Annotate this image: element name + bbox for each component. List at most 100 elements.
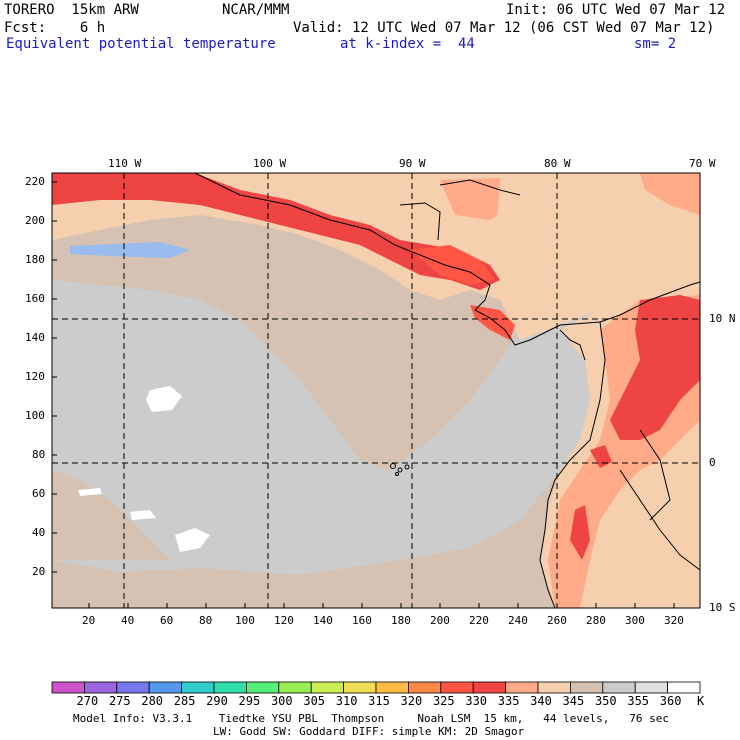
colorbar-label: 310 (335, 694, 358, 708)
x-tick-80: 80 (199, 614, 213, 627)
colorbar-swatch (245, 681, 280, 694)
colorbar-swatch (310, 681, 345, 694)
colorbar-swatch (602, 681, 636, 694)
colorbar-swatch (375, 681, 409, 694)
white-patch-a (146, 386, 182, 412)
vertical-level: at k-index = 44 (340, 36, 475, 52)
caribbean-mild (495, 180, 700, 300)
y-tick-200: 200 (25, 214, 45, 227)
colorbar-label: 345 (562, 694, 585, 708)
hot-streak-coast (590, 445, 612, 468)
colorbar-label: 320 (400, 694, 423, 708)
white-patch-b (175, 528, 210, 552)
ocean-mild-south (52, 460, 700, 608)
hot-streak-peru (570, 505, 590, 560)
colorbar-swatch (51, 681, 85, 694)
colorbar-swatch (181, 681, 215, 694)
colorbar-swatch (148, 681, 182, 694)
lat-label-10n: 10 N (709, 312, 736, 325)
smoothing: sm= 2 (634, 36, 677, 52)
x-tick-140: 140 (313, 614, 333, 627)
organization: NCAR/MMM (222, 2, 290, 18)
colorbar-label: 350 (594, 694, 617, 708)
colorbar-label: 325 (432, 694, 455, 708)
y-tick-100: 100 (25, 409, 45, 422)
x-tick-240: 240 (508, 614, 528, 627)
colorbar-units: K (697, 694, 705, 708)
y-tick-20: 20 (32, 565, 46, 578)
lat-label-0: 0 (709, 456, 716, 469)
colorbar-swatch (213, 681, 247, 694)
colorbar-swatch (116, 681, 150, 694)
white-patch-c (130, 510, 156, 520)
x-tick-300: 300 (625, 614, 645, 627)
x-tick-280: 280 (586, 614, 606, 627)
lat-label-10s: 10 S (709, 601, 736, 614)
coastlines (194, 173, 700, 608)
y-tick-220: 220 (25, 175, 45, 188)
field-name: Equivalent potential temperature (6, 36, 276, 52)
blue-patch (70, 242, 190, 258)
white-patch-d (78, 488, 102, 496)
colorbar-label: 295 (238, 694, 261, 708)
y-tick-80: 80 (32, 448, 46, 461)
y-tick-160: 160 (25, 292, 45, 305)
x-tick-220: 220 (469, 614, 489, 627)
x-tick-260: 260 (547, 614, 567, 627)
x-tick-40: 40 (121, 614, 135, 627)
valid-time: Valid: 12 UTC Wed 07 Mar 12 (06 CST Wed … (293, 20, 715, 36)
y-tick-120: 120 (25, 370, 45, 383)
lon-label-90w: 90 W (399, 157, 426, 170)
colorbar-label: 285 (173, 694, 196, 708)
colorbar-swatch (634, 681, 669, 694)
colorbar-swatch (440, 681, 474, 694)
x-tick-160: 160 (352, 614, 372, 627)
hot-streak-andes (610, 295, 700, 440)
forecast-hour: Fcst: 6 h (4, 20, 106, 36)
colorbar-label: 360 (659, 694, 682, 708)
x-tick-100: 100 (235, 614, 255, 627)
lon-label-80w: 80 W (544, 157, 571, 170)
x-tick-180: 180 (391, 614, 411, 627)
colorbar-label: 340 (530, 694, 552, 708)
y-tick-40: 40 (32, 526, 46, 539)
x-tick-60: 60 (160, 614, 174, 627)
init-time: Init: 06 UTC Wed 07 Mar 12 (506, 2, 726, 18)
x-tick-320: 320 (664, 614, 684, 627)
colorbar-label: 275 (108, 694, 131, 708)
colorbar (51, 681, 701, 694)
lon-label-70w: 70 W (689, 157, 716, 170)
colorbar-label: 305 (303, 694, 326, 708)
model-physics: LW: Godd SW: Goddard DIFF: simple KM: 2D… (213, 725, 525, 738)
model-name: TORERO 15km ARW (4, 2, 139, 18)
colorbar-label: 330 (465, 694, 488, 708)
colorbar-swatch (505, 681, 539, 694)
model-info: Model Info: V3.3.1 Tiedtke YSU PBL Thomp… (73, 712, 670, 725)
colorbar-label: 355 (627, 694, 650, 708)
colorbar-label: 335 (497, 694, 520, 708)
colorbar-swatch (278, 681, 312, 694)
colorbar-label: 270 (76, 694, 99, 708)
y-tick-140: 140 (25, 331, 45, 344)
colorbar-label: 315 (368, 694, 390, 708)
colorbar-swatch (407, 681, 442, 694)
y-tick-180: 180 (25, 253, 45, 266)
colorbar-swatch (343, 681, 377, 694)
colorbar-swatch (537, 681, 571, 694)
colorbar-label: 300 (270, 694, 293, 708)
colorbar-swatch (472, 681, 507, 694)
colorbar-swatch (667, 681, 701, 694)
x-tick-120: 120 (274, 614, 294, 627)
x-tick-20: 20 (82, 614, 96, 627)
axis-ticks (52, 181, 675, 608)
colorbar-swatch (84, 681, 118, 694)
y-tick-60: 60 (32, 487, 46, 500)
lon-label-100w: 100 W (253, 157, 287, 170)
graticule (52, 173, 700, 608)
caribbean-warm-ne (640, 173, 700, 215)
colorbar-label: 290 (206, 694, 228, 708)
plot-frame (51, 172, 701, 609)
colorbar-label: 280 (141, 694, 164, 708)
lon-label-110w: 110 W (108, 157, 142, 170)
